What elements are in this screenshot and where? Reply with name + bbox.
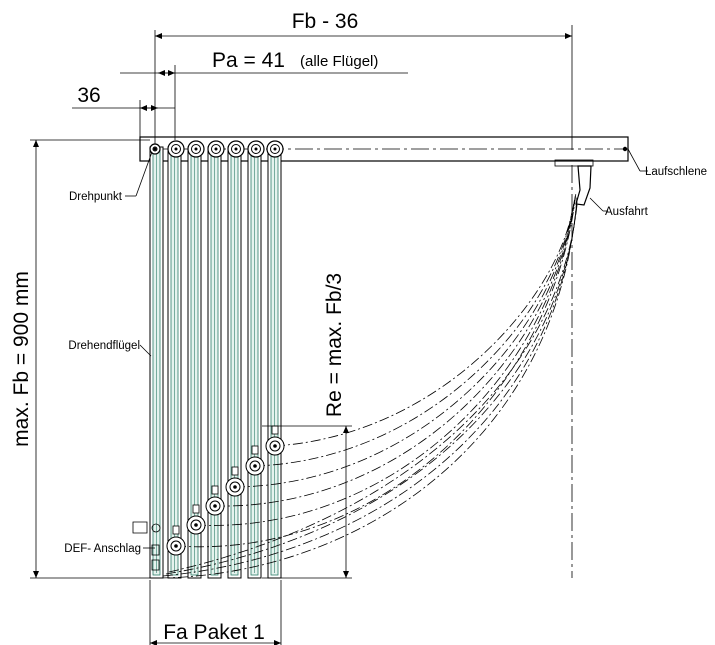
roller-center	[233, 485, 237, 489]
leader-drehendfluegel	[139, 344, 152, 357]
swing-arc-extra-1	[159, 195, 578, 579]
roller-center	[234, 147, 238, 151]
panel-4	[207, 146, 222, 579]
roller-center	[213, 504, 217, 508]
dimension-fa-paket: Fa Paket 1	[149, 580, 282, 645]
label-laufschiene: Laufschlene	[645, 166, 707, 178]
exit-switch	[554, 159, 608, 212]
leader-drehpunkt	[125, 151, 153, 197]
roller-bracket	[251, 445, 259, 455]
rail-roller-6	[247, 140, 265, 158]
rail-roller-5	[227, 140, 245, 158]
dimension-max-fb-text: max. Fb = 900 mm	[10, 271, 33, 447]
dimension-fb-36-text: Fb - 36	[292, 10, 359, 33]
dimension-re: Re = max. Fb/3	[262, 273, 352, 579]
roller-bracket	[192, 504, 200, 514]
roller-center	[273, 147, 277, 151]
label-drehendfluegel: Drehendflügel	[68, 340, 140, 352]
panel-1	[149, 146, 164, 579]
rotated-roller-2	[186, 504, 206, 535]
swing-arcs	[159, 191, 578, 579]
dimension-re-text: Re = max. Fb/3	[323, 273, 346, 417]
rail-roller-7	[266, 140, 284, 158]
swing-arc-3	[214, 199, 575, 507]
rail-roller-4	[207, 140, 225, 158]
rail-roller-1	[149, 143, 161, 155]
swing-arc-extra-4	[168, 204, 578, 573]
swing-arc-6	[274, 211, 573, 447]
label-ausfahrt: Ausfahrt	[605, 206, 649, 218]
dimension-fb-36: Fb - 36	[154, 10, 573, 150]
swing-arc-4	[234, 203, 574, 488]
rotated-rollers	[166, 425, 285, 556]
panel-5	[227, 146, 242, 579]
roller-bracket	[211, 485, 219, 495]
roller-center	[174, 544, 178, 548]
panel-6	[247, 146, 262, 579]
rail-rollers	[149, 140, 284, 158]
roller-bracket	[172, 525, 180, 535]
rotated-roller-6	[265, 425, 285, 456]
def-stop-symbol	[132, 521, 161, 571]
rail-roller-2	[167, 140, 185, 158]
panel-3	[187, 146, 202, 579]
swing-arc-5	[254, 207, 574, 467]
dimension-pa: Pa = 41 (alle Flügel)	[120, 49, 408, 140]
dimension-pa-suffix: (alle Flügel)	[300, 53, 378, 70]
dimension-pa-text: Pa = 41	[212, 49, 285, 72]
swing-arc-extra-2	[162, 198, 578, 577]
roller-bracket	[231, 466, 239, 476]
roller-center	[174, 147, 178, 151]
roller-center	[153, 147, 157, 151]
rotated-roller-5	[245, 445, 265, 476]
roller-center	[194, 523, 198, 527]
roller-center	[194, 147, 198, 151]
dimension-max-fb: max. Fb = 900 mm	[10, 139, 150, 579]
dimension-36: 36	[72, 84, 175, 140]
rotated-roller-1	[166, 525, 186, 556]
track-rail	[139, 136, 648, 172]
swing-arc-extra-3	[165, 201, 578, 575]
rail-roller-3	[187, 140, 205, 158]
rotated-roller-3	[205, 485, 225, 516]
swing-arc-1	[175, 191, 577, 548]
roller-center	[214, 147, 218, 151]
roller-center	[254, 147, 258, 151]
label-drehpunkt: Drehpunkt	[69, 191, 123, 203]
rotated-roller-4	[225, 466, 245, 497]
roller-center	[253, 464, 257, 468]
panel-2	[167, 146, 182, 579]
roller-center	[273, 444, 277, 448]
panel-7	[267, 146, 282, 579]
swing-arc-2	[195, 195, 576, 526]
label-def-anschlag: DEF- Anschlag	[64, 543, 141, 555]
dimension-fa-paket-text: Fa Paket 1	[163, 621, 265, 644]
dimension-36-text: 36	[77, 84, 100, 107]
roller-bracket	[271, 425, 279, 435]
